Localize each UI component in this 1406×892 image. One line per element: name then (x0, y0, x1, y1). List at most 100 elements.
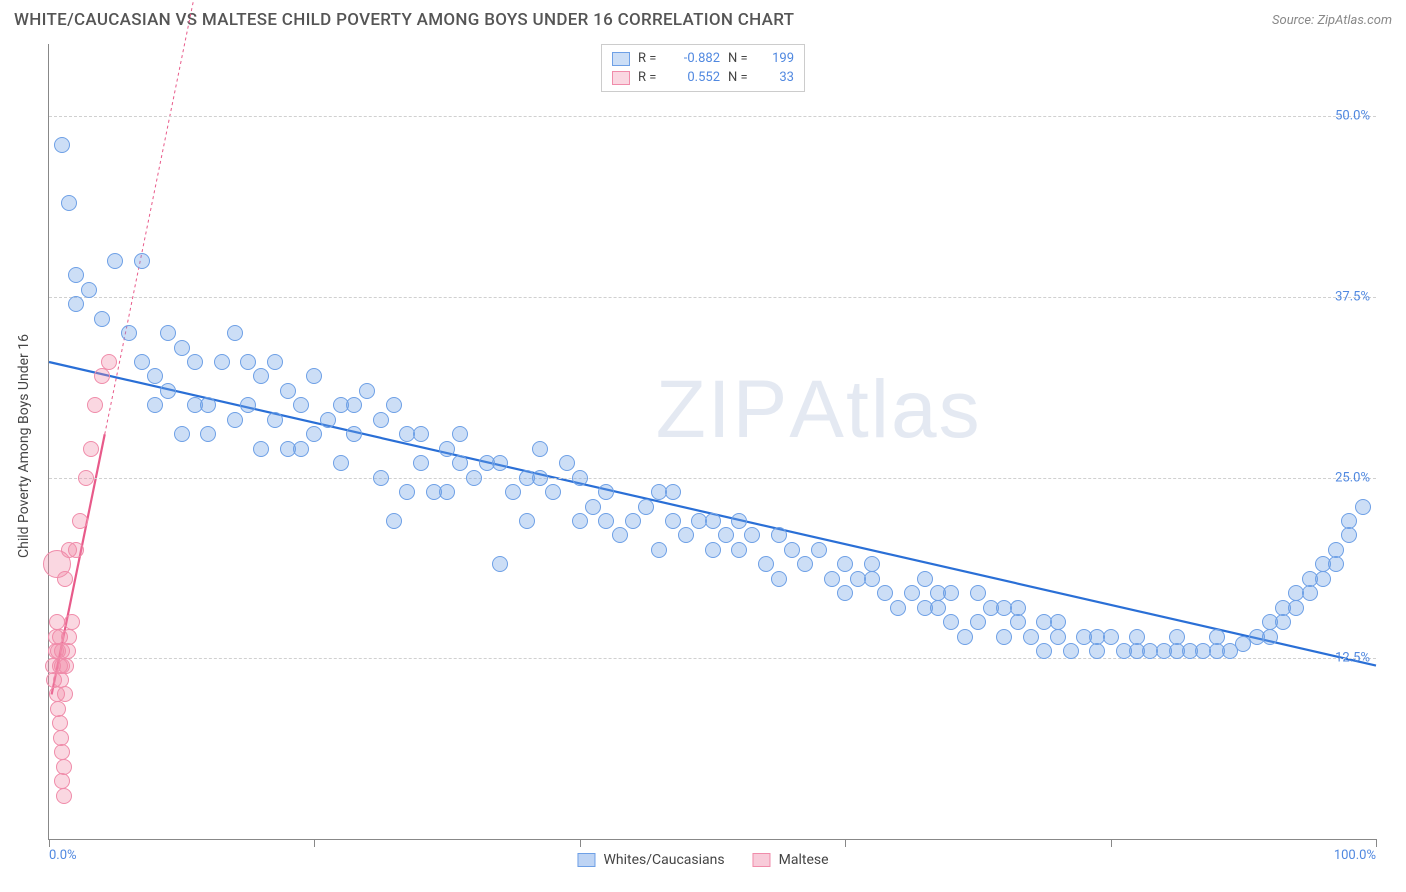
chart-header: WHITE/CAUCASIAN VS MALTESE CHILD POVERTY… (14, 10, 1392, 30)
chart-title: WHITE/CAUCASIAN VS MALTESE CHILD POVERTY… (14, 10, 794, 30)
scatter-point (1089, 643, 1105, 659)
scatter-point (280, 383, 296, 399)
scatter-point (386, 397, 402, 413)
legend-swatch (577, 853, 595, 867)
n-value: 33 (758, 70, 794, 85)
scatter-point (1050, 629, 1066, 645)
scatter-point (1341, 513, 1357, 529)
y-tick-label: 25.0% (1310, 470, 1370, 485)
scatter-point (970, 585, 986, 601)
scatter-point (771, 527, 787, 543)
y-tick-label: 50.0% (1310, 109, 1370, 124)
x-tick-label: 0.0% (49, 848, 77, 863)
scatter-point (253, 441, 269, 457)
r-label: R = (638, 51, 660, 66)
x-tick (314, 839, 315, 847)
scatter-point (64, 614, 80, 630)
scatter-point (837, 556, 853, 572)
scatter-point (94, 368, 110, 384)
scatter-point (1063, 643, 1079, 659)
scatter-point (519, 513, 535, 529)
scatter-point (174, 426, 190, 442)
legend-label: Maltese (779, 852, 829, 868)
scatter-point (187, 354, 203, 370)
scatter-point (811, 542, 827, 558)
scatter-point (532, 470, 548, 486)
gridline (49, 297, 1376, 298)
scatter-point (267, 354, 283, 370)
scatter-point (890, 600, 906, 616)
scatter-point (705, 542, 721, 558)
scatter-point (72, 513, 88, 529)
scatter-point (134, 253, 150, 269)
scatter-point (930, 585, 946, 601)
scatter-point (638, 499, 654, 515)
scatter-point (373, 470, 389, 486)
scatter-point (439, 441, 455, 457)
scatter-point (81, 282, 97, 298)
scatter-point (60, 643, 76, 659)
scatter-point (134, 354, 150, 370)
scatter-point (797, 556, 813, 572)
scatter-point (1341, 527, 1357, 543)
scatter-point (837, 585, 853, 601)
y-tick-label: 12.5% (1310, 651, 1370, 666)
scatter-point (49, 614, 65, 630)
scatter-point (306, 368, 322, 384)
scatter-point (160, 383, 176, 399)
scatter-point (678, 527, 694, 543)
scatter-point (585, 499, 601, 515)
gridline (49, 478, 1376, 479)
scatter-point (1023, 629, 1039, 645)
scatter-point (54, 137, 70, 153)
scatter-point (346, 426, 362, 442)
scatter-point (917, 600, 933, 616)
scatter-point (94, 311, 110, 327)
scatter-point (598, 513, 614, 529)
scatter-point (758, 556, 774, 572)
scatter-point (731, 513, 747, 529)
scatter-point (1209, 629, 1225, 645)
scatter-point (174, 340, 190, 356)
scatter-point (101, 354, 117, 370)
legend-item: Maltese (753, 852, 829, 868)
r-value: 0.552 (668, 70, 720, 85)
scatter-point (61, 195, 77, 211)
scatter-point (68, 542, 84, 558)
scatter-point (147, 368, 163, 384)
scatter-point (1328, 542, 1344, 558)
scatter-point (1315, 571, 1331, 587)
scatter-point (572, 470, 588, 486)
scatter-point (107, 253, 123, 269)
gridline (49, 116, 1376, 117)
scatter-point (267, 412, 283, 428)
scatter-point (651, 542, 667, 558)
scatter-point (160, 325, 176, 341)
x-tick (845, 839, 846, 847)
scatter-point (665, 513, 681, 529)
scatter-point (320, 412, 336, 428)
x-tick-label: 100.0% (1334, 848, 1376, 863)
legend-swatch (753, 853, 771, 867)
scatter-point (466, 470, 482, 486)
scatter-point (532, 441, 548, 457)
r-label: R = (638, 70, 660, 85)
scatter-point (78, 470, 94, 486)
scatter-point (452, 455, 468, 471)
scatter-point (53, 672, 69, 688)
x-tick (1111, 839, 1112, 847)
x-tick (580, 839, 581, 847)
scatter-point (492, 556, 508, 572)
scatter-point (1089, 629, 1105, 645)
scatter-point (413, 455, 429, 471)
legend-swatch (612, 52, 630, 66)
scatter-point (559, 455, 575, 471)
n-label: N = (728, 70, 750, 85)
scatter-point (306, 426, 322, 442)
scatter-point (56, 788, 72, 804)
scatter-plot-area: ZIPAtlas 12.5%25.0%37.5%50.0%0.0%100.0% (48, 44, 1376, 840)
scatter-point (1288, 600, 1304, 616)
scatter-point (187, 397, 203, 413)
scatter-point (359, 383, 375, 399)
scatter-point (346, 397, 362, 413)
